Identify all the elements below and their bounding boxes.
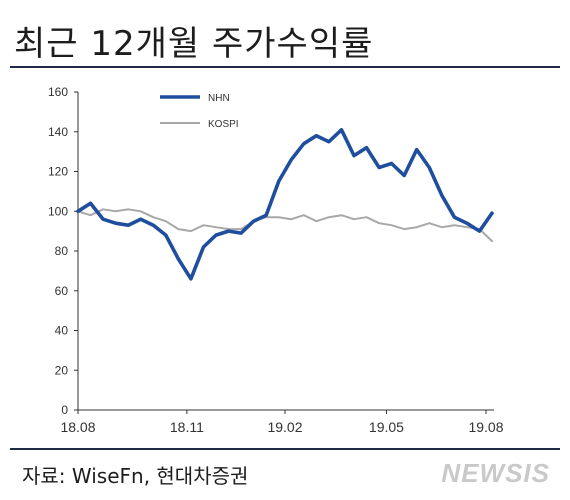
y-tick-label: 100 [48,204,68,218]
y-tick-label: 20 [55,363,69,377]
watermark-logo: NEWSIS [441,458,550,488]
x-tick-label: 19.08 [468,419,503,435]
line-chart: 0 20 40 60 80 100 120 140 160 18.08 18.11 19.02 19.0… [48,85,504,435]
y-tick-label: 0 [61,403,68,417]
footer-rule [10,448,560,450]
kospi-line [77,208,493,243]
y-tick-label: 120 [48,165,68,179]
nhn-line [76,128,494,281]
x-tick-label: 18.11 [170,419,204,435]
y-tick-label: 40 [55,324,69,338]
y-tick-label: 80 [55,244,69,258]
chart-title: 최근 12개월 주가수익률 [14,24,374,64]
y-tick-label: 160 [48,85,68,99]
source-note: 자료: WiseFn, 현대차증권 [22,464,249,488]
legend-label: NHN [208,93,230,104]
x-tick-label: 18.08 [60,419,95,435]
y-tick-label: 60 [55,284,69,298]
title-rule [10,66,560,68]
y-tick-label: 140 [48,125,68,139]
x-tick-label: 19.05 [369,419,404,435]
legend-label: KOSPI [208,119,239,130]
x-tick-label: 19.02 [267,419,302,435]
